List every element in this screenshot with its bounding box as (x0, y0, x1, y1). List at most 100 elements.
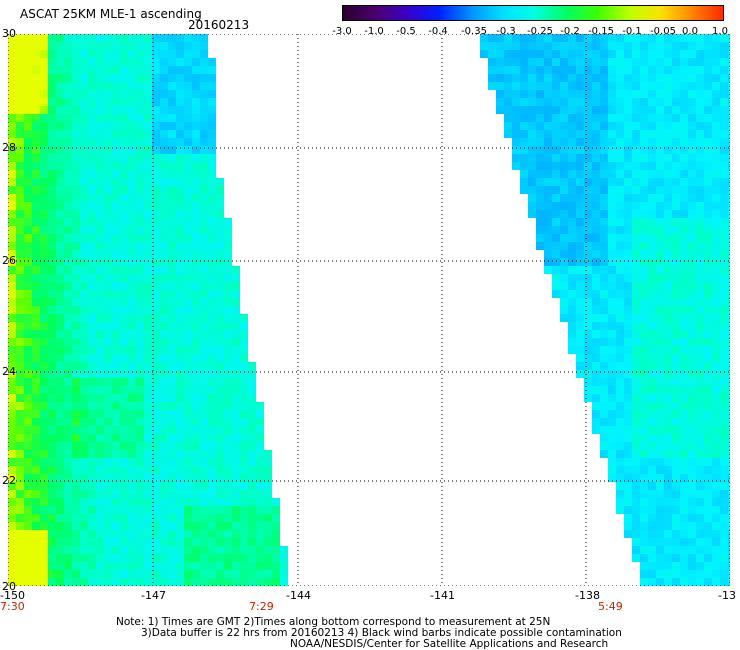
data-cell (608, 394, 616, 402)
data-cell (256, 442, 264, 450)
data-cell (680, 474, 688, 482)
data-cell (216, 306, 224, 314)
data-cell (72, 154, 80, 162)
data-cell (632, 114, 640, 122)
data-cell (80, 74, 88, 82)
data-cell (176, 554, 184, 562)
data-cell (56, 442, 64, 450)
data-cell (656, 346, 664, 354)
data-cell (184, 66, 192, 74)
data-cell (200, 258, 208, 266)
data-cell (120, 114, 128, 122)
data-cell (120, 410, 128, 418)
data-cell (80, 578, 88, 586)
data-cell (168, 234, 176, 242)
data-cell (192, 530, 200, 538)
data-cell (568, 66, 576, 74)
data-cell (648, 130, 656, 138)
data-cell (176, 370, 184, 378)
data-cell (560, 74, 568, 82)
data-cell (64, 330, 72, 338)
data-cell (648, 282, 656, 290)
data-cell (648, 74, 656, 82)
data-cell (200, 274, 208, 282)
data-cell (712, 514, 720, 522)
data-cell (216, 266, 224, 274)
data-cell (32, 66, 40, 74)
data-cell (624, 226, 632, 234)
data-cell (88, 338, 96, 346)
data-cell (136, 362, 144, 370)
data-cell (160, 122, 168, 130)
data-cell (32, 482, 40, 490)
data-cell (32, 418, 40, 426)
data-cell (576, 314, 584, 322)
data-cell (240, 442, 248, 450)
data-cell (184, 362, 192, 370)
data-cell (144, 338, 152, 346)
data-cell (616, 362, 624, 370)
data-cell (144, 266, 152, 274)
data-cell (664, 554, 672, 562)
data-cell (640, 66, 648, 74)
data-cell (128, 34, 136, 42)
data-cell (104, 386, 112, 394)
data-cell (96, 50, 104, 58)
data-cell (136, 282, 144, 290)
data-cell (592, 82, 600, 90)
data-cell (664, 170, 672, 178)
data-cell (688, 298, 696, 306)
data-cell (144, 82, 152, 90)
data-cell (200, 66, 208, 74)
data-cell (224, 226, 232, 234)
data-cell (40, 234, 48, 242)
data-cell (648, 122, 656, 130)
data-cell (224, 354, 232, 362)
data-cell (704, 242, 712, 250)
data-cell (696, 34, 704, 42)
data-cell (624, 378, 632, 386)
data-cell (632, 314, 640, 322)
data-cell (584, 274, 592, 282)
data-cell (600, 186, 608, 194)
data-cell (144, 258, 152, 266)
data-cell (96, 426, 104, 434)
data-cell (664, 402, 672, 410)
data-cell (528, 146, 536, 154)
data-cell (728, 282, 730, 290)
data-cell (640, 314, 648, 322)
data-cell (120, 154, 128, 162)
data-cell (80, 482, 88, 490)
data-cell (216, 562, 224, 570)
data-cell (664, 346, 672, 354)
data-cell (184, 506, 192, 514)
data-cell (136, 442, 144, 450)
data-cell (568, 122, 576, 130)
data-cell (144, 122, 152, 130)
data-cell (648, 58, 656, 66)
data-cell (160, 402, 168, 410)
data-cell (208, 410, 216, 418)
data-cell (552, 226, 560, 234)
data-cell (640, 178, 648, 186)
data-cell (72, 170, 80, 178)
data-cell (128, 162, 136, 170)
data-cell (728, 250, 730, 258)
data-cell (568, 194, 576, 202)
data-cell (120, 186, 128, 194)
data-cell (128, 514, 136, 522)
data-cell (640, 426, 648, 434)
data-cell (216, 458, 224, 466)
data-cell (40, 570, 48, 578)
data-cell (16, 90, 24, 98)
data-cell (728, 386, 730, 394)
data-cell (640, 394, 648, 402)
data-cell (664, 442, 672, 450)
data-cell (624, 466, 632, 474)
data-cell (184, 106, 192, 114)
data-cell (664, 226, 672, 234)
data-cell (128, 178, 136, 186)
data-cell (704, 34, 712, 42)
data-cell (24, 562, 32, 570)
data-cell (216, 186, 224, 194)
